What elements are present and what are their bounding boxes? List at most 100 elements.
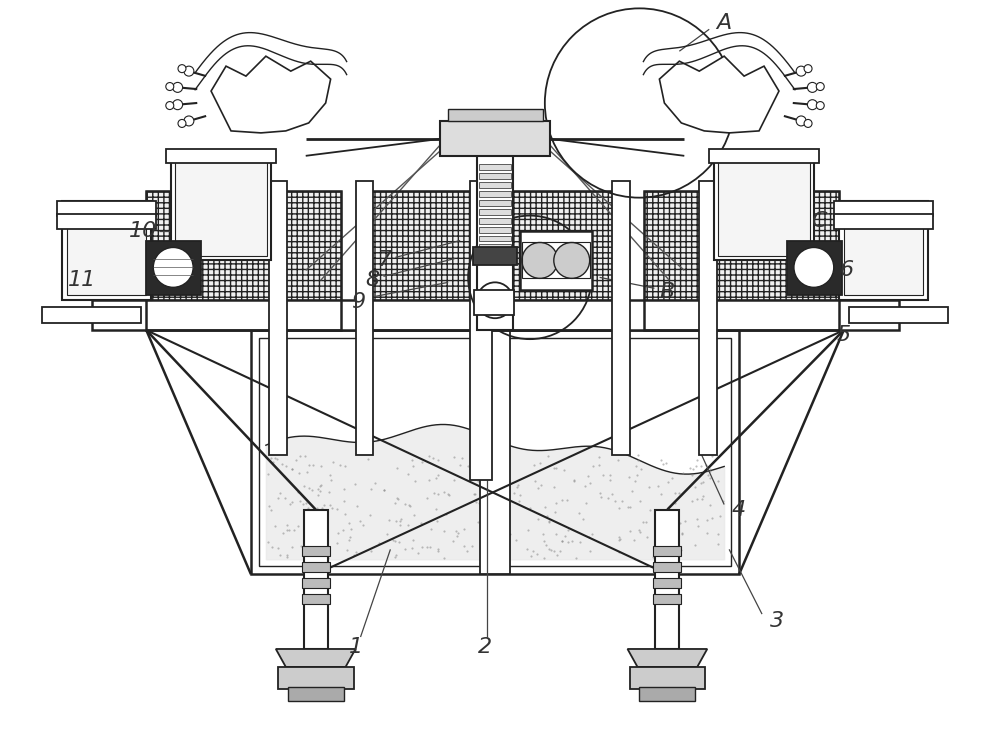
Text: 8: 8: [365, 270, 380, 290]
Bar: [479, 164, 511, 170]
Bar: [67, 206, 146, 296]
Circle shape: [794, 248, 834, 287]
Bar: [630, 667, 705, 688]
Circle shape: [796, 66, 806, 76]
Bar: [653, 578, 681, 588]
Bar: [278, 667, 354, 688]
Text: 3: 3: [770, 611, 784, 631]
Bar: [709, 148, 819, 163]
Bar: [370, 190, 615, 330]
Bar: [849, 308, 948, 323]
Text: 1: 1: [348, 637, 363, 657]
Bar: [639, 687, 695, 700]
Bar: [370, 300, 615, 330]
Text: 2: 2: [478, 637, 492, 657]
Circle shape: [178, 119, 186, 128]
Bar: [653, 594, 681, 604]
Bar: [699, 181, 717, 454]
Circle shape: [184, 116, 194, 126]
Polygon shape: [211, 56, 331, 133]
Bar: [474, 290, 514, 315]
Bar: [644, 190, 839, 300]
Circle shape: [816, 82, 824, 91]
Bar: [302, 562, 330, 572]
Circle shape: [807, 82, 817, 92]
Circle shape: [477, 282, 513, 318]
Text: C: C: [811, 211, 827, 230]
Circle shape: [816, 101, 824, 109]
Circle shape: [166, 82, 174, 91]
Bar: [653, 562, 681, 572]
Bar: [479, 182, 511, 188]
Circle shape: [178, 64, 186, 73]
Bar: [304, 509, 328, 649]
Bar: [479, 172, 511, 178]
Bar: [259, 338, 731, 566]
Circle shape: [166, 101, 174, 109]
Bar: [479, 244, 511, 250]
Circle shape: [173, 100, 183, 109]
Bar: [479, 226, 511, 232]
Polygon shape: [628, 649, 707, 667]
Bar: [146, 241, 201, 296]
Bar: [146, 190, 341, 330]
Bar: [175, 154, 267, 256]
Bar: [470, 181, 492, 479]
Bar: [479, 190, 511, 196]
Bar: [834, 214, 933, 229]
Circle shape: [173, 82, 183, 92]
Circle shape: [153, 248, 193, 287]
Bar: [479, 200, 511, 206]
Bar: [644, 300, 839, 330]
Bar: [787, 241, 842, 296]
Bar: [42, 308, 141, 323]
Bar: [653, 546, 681, 556]
Bar: [166, 148, 276, 163]
Polygon shape: [659, 56, 779, 133]
Bar: [62, 201, 151, 300]
Circle shape: [184, 66, 194, 76]
Text: 9: 9: [351, 292, 366, 312]
Bar: [370, 190, 615, 300]
Bar: [448, 109, 543, 121]
Bar: [269, 181, 287, 454]
Bar: [718, 154, 810, 256]
Text: 4: 4: [732, 500, 746, 520]
Circle shape: [804, 119, 812, 128]
Bar: [479, 209, 511, 214]
Bar: [92, 300, 899, 330]
Circle shape: [807, 100, 817, 109]
Bar: [146, 190, 341, 300]
Bar: [479, 236, 511, 242]
Bar: [520, 230, 592, 290]
Text: 5: 5: [837, 326, 851, 345]
Circle shape: [804, 64, 812, 73]
Text: 11: 11: [67, 270, 96, 290]
Text: B: B: [660, 282, 675, 302]
Bar: [57, 201, 156, 215]
Bar: [288, 687, 344, 700]
Circle shape: [554, 242, 590, 278]
Bar: [612, 181, 630, 454]
Bar: [302, 546, 330, 556]
Text: 6: 6: [840, 260, 854, 280]
Bar: [251, 330, 739, 574]
Bar: [473, 248, 517, 266]
Bar: [479, 217, 511, 223]
Text: 10: 10: [129, 220, 157, 241]
Bar: [522, 242, 590, 278]
Bar: [844, 206, 923, 296]
Bar: [480, 330, 510, 574]
Bar: [302, 594, 330, 604]
Text: 7: 7: [378, 251, 392, 271]
Bar: [356, 181, 373, 454]
Bar: [655, 509, 679, 649]
Circle shape: [796, 116, 806, 126]
Bar: [714, 151, 814, 260]
Bar: [477, 131, 513, 330]
Bar: [839, 201, 928, 300]
Bar: [302, 578, 330, 588]
Bar: [146, 300, 341, 330]
Text: A: A: [717, 13, 732, 33]
Bar: [440, 121, 550, 156]
